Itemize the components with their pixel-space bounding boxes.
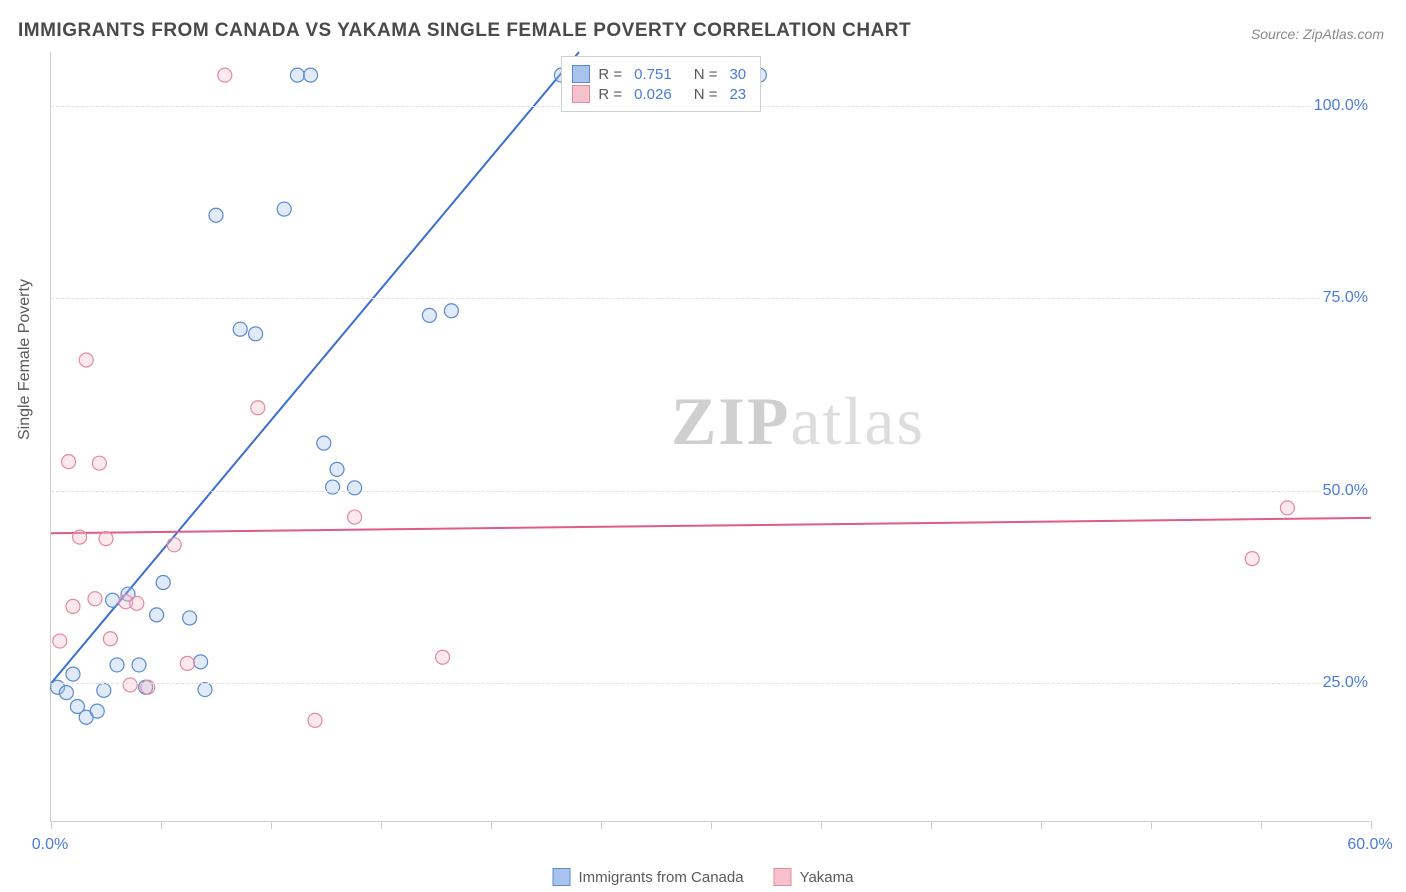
data-point (444, 304, 458, 318)
data-point (66, 667, 80, 681)
y-axis-label: Single Female Poverty (16, 279, 34, 440)
chart-title: IMMIGRANTS FROM CANADA VS YAKAMA SINGLE … (18, 20, 911, 42)
data-point (180, 656, 194, 670)
x-tick (931, 821, 932, 829)
data-point (66, 599, 80, 613)
data-point (348, 481, 362, 495)
data-point (317, 436, 331, 450)
x-tick (161, 821, 162, 829)
x-tick (821, 821, 822, 829)
x-tick-label: 60.0% (1347, 836, 1392, 854)
gridline-h (51, 683, 1370, 684)
y-tick-label: 50.0% (1319, 482, 1372, 500)
gridline-h (51, 298, 1370, 299)
data-point (326, 480, 340, 494)
x-tick (601, 821, 602, 829)
data-point (1245, 552, 1259, 566)
data-point (73, 530, 87, 544)
data-point (132, 658, 146, 672)
data-point (110, 658, 124, 672)
x-tick (271, 821, 272, 829)
data-point (330, 462, 344, 476)
data-point (141, 680, 155, 694)
data-point (218, 68, 232, 82)
x-tick (1151, 821, 1152, 829)
x-tick-label: 0.0% (32, 836, 68, 854)
trend-line (51, 518, 1371, 533)
plot-area: ZIPatlas 25.0%50.0%75.0%100.0%R =0.751 N… (50, 52, 1370, 822)
data-point (251, 401, 265, 415)
swatch-icon (572, 65, 590, 83)
data-point (62, 455, 76, 469)
swatch-yakama (774, 868, 792, 886)
x-tick (491, 821, 492, 829)
data-point (99, 532, 113, 546)
data-point (150, 608, 164, 622)
data-point (167, 538, 181, 552)
data-point (308, 713, 322, 727)
data-point (59, 686, 73, 700)
x-tick (1041, 821, 1042, 829)
bottom-legend: Immigrants from Canada Yakama (553, 868, 854, 886)
data-point (277, 202, 291, 216)
stats-legend-row: R =0.026 N =23 (572, 85, 750, 103)
swatch-icon (572, 85, 590, 103)
data-point (88, 592, 102, 606)
data-point (130, 596, 144, 610)
stats-legend-row: R =0.751 N =30 (572, 65, 750, 83)
data-point (156, 576, 170, 590)
data-point (436, 650, 450, 664)
x-tick (711, 821, 712, 829)
gridline-h (51, 491, 1370, 492)
data-point (304, 68, 318, 82)
swatch-canada (553, 868, 571, 886)
data-point (183, 611, 197, 625)
data-point (194, 655, 208, 669)
data-point (97, 683, 111, 697)
data-point (123, 678, 137, 692)
legend-item-canada: Immigrants from Canada (553, 868, 744, 886)
data-point (103, 632, 117, 646)
data-point (249, 327, 263, 341)
data-point (348, 510, 362, 524)
data-point (53, 634, 67, 648)
legend-label-yakama: Yakama (800, 869, 854, 886)
y-tick-label: 100.0% (1310, 97, 1372, 115)
data-point (290, 68, 304, 82)
data-point (106, 593, 120, 607)
data-point (1280, 501, 1294, 515)
data-point (233, 322, 247, 336)
plot-svg (51, 52, 1370, 821)
legend-item-yakama: Yakama (774, 868, 854, 886)
stats-legend: R =0.751 N =30 R =0.026 N =23 (561, 56, 761, 112)
y-tick-label: 25.0% (1319, 674, 1372, 692)
data-point (79, 353, 93, 367)
legend-label-canada: Immigrants from Canada (579, 869, 744, 886)
data-point (209, 208, 223, 222)
x-tick (381, 821, 382, 829)
y-tick-label: 75.0% (1319, 289, 1372, 307)
chart-container: IMMIGRANTS FROM CANADA VS YAKAMA SINGLE … (0, 0, 1406, 892)
source-label: Source: ZipAtlas.com (1251, 26, 1384, 42)
data-point (422, 308, 436, 322)
data-point (92, 456, 106, 470)
x-tick (51, 821, 52, 829)
x-tick (1261, 821, 1262, 829)
x-tick (1371, 821, 1372, 829)
data-point (198, 683, 212, 697)
data-point (90, 704, 104, 718)
